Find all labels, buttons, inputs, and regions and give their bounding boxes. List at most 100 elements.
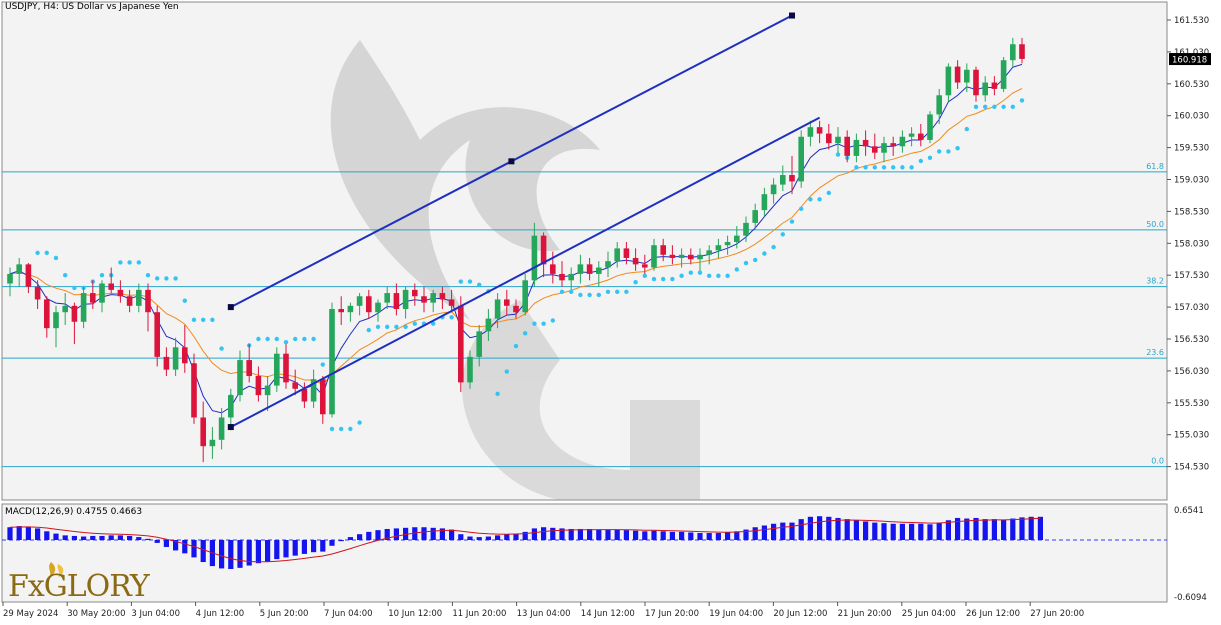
macd-histogram-bar [596, 529, 602, 540]
price-tick-label: 156.030 [1174, 367, 1209, 377]
macd-histogram-bar [936, 522, 942, 540]
price-tick-label: 161.530 [1174, 16, 1209, 26]
sar-dot [817, 197, 822, 202]
channel-anchor-handle[interactable] [508, 158, 515, 165]
macd-histogram-bar [485, 536, 491, 540]
macd-histogram-bar [53, 533, 59, 540]
macd-histogram-bar [329, 540, 335, 546]
time-tick-label: 3 Jun 04:00 [131, 609, 180, 619]
bullish-candle [136, 289, 142, 306]
sar-dot [909, 165, 914, 170]
macd-histogram-bar [789, 522, 795, 540]
bullish-candle [964, 69, 970, 83]
macd-histogram-bar [163, 540, 169, 547]
bearish-candle [458, 305, 464, 383]
svg-text:FxGLORY: FxGLORY [8, 569, 151, 600]
bearish-candle [890, 143, 896, 147]
macd-histogram-bar [587, 528, 593, 540]
bullish-candle [899, 136, 906, 147]
sar-dot [872, 165, 877, 170]
bearish-candle [789, 175, 795, 182]
time-tick-label: 27 Jun 20:00 [1030, 609, 1084, 619]
bearish-candle [826, 133, 832, 144]
macd-histogram-bar [550, 527, 556, 540]
macd-histogram-bar [964, 518, 970, 540]
macd-histogram-bar [421, 527, 427, 540]
macd-histogram-bar [191, 540, 197, 558]
macd-histogram-bar [835, 517, 841, 540]
bearish-candle [504, 299, 510, 306]
macd-histogram-bar [182, 540, 188, 554]
bullish-candle [53, 312, 59, 329]
sar-dot [191, 317, 197, 323]
macd-histogram-bar [541, 527, 547, 540]
macd-histogram-bar [1001, 519, 1007, 540]
sar-dot [946, 149, 951, 154]
bearish-candle [586, 264, 593, 274]
macd-indicator [2, 516, 1167, 569]
channel-anchor-handle[interactable] [789, 12, 795, 19]
bearish-candle [145, 289, 151, 313]
macd-histogram-bar [347, 537, 353, 540]
bearish-candle [182, 347, 188, 364]
price-tick-label: 161.030 [1174, 48, 1209, 58]
bullish-candle [908, 133, 915, 137]
bearish-candle [191, 363, 197, 418]
bearish-candle [44, 299, 50, 329]
bullish-candle [494, 299, 501, 319]
bullish-candle [274, 353, 280, 386]
macd-histogram-bar [90, 535, 96, 540]
sar-dot [1010, 104, 1015, 109]
bullish-candle [7, 273, 13, 284]
bullish-candle [264, 385, 271, 396]
bullish-candle [209, 439, 216, 447]
sar-dot [753, 257, 758, 263]
bullish-candle [62, 305, 68, 313]
sar-dot [256, 336, 261, 342]
sar-dot [458, 279, 463, 284]
bullish-candle [522, 280, 528, 313]
macd-histogram-bar [384, 528, 390, 540]
macd-histogram-bar [1019, 517, 1025, 540]
channel-anchor-handle[interactable] [227, 304, 234, 311]
macd-histogram-bar [25, 526, 31, 540]
sar-dot [136, 260, 141, 265]
price-tick-label: 157.030 [1174, 303, 1209, 313]
sar-dot [375, 324, 381, 330]
macd-histogram-bar [890, 523, 896, 540]
macd-histogram-bar [292, 540, 298, 556]
sar-dot [145, 273, 151, 278]
time-tick-label: 20 Jun 12:00 [773, 609, 827, 619]
bullish-candle [605, 261, 611, 268]
macd-histogram-bar [145, 538, 151, 540]
macd-histogram-bar [62, 535, 68, 540]
bullish-candle [715, 245, 722, 251]
macd-histogram-bar [338, 540, 344, 542]
channel-lower-line[interactable] [230, 116, 821, 428]
sar-dot [596, 292, 601, 298]
bullish-candle [614, 248, 620, 262]
sar-dot [357, 420, 362, 425]
macd-histogram-bar [945, 520, 951, 540]
bullish-candle [99, 283, 105, 303]
time-tick-label: 19 Jun 04:00 [709, 609, 763, 619]
macd-histogram-bar [228, 540, 234, 569]
macd-histogram-bar [725, 532, 731, 540]
macd-histogram-bar [688, 532, 694, 540]
bullish-candle [927, 114, 933, 140]
macd-histogram-bar [577, 528, 583, 540]
price-pane [1, 1, 1168, 501]
bearish-candle [973, 69, 979, 96]
macd-histogram-bar [136, 537, 142, 540]
bearish-candle [632, 257, 639, 265]
macd-histogram-bar [274, 540, 280, 560]
channel-anchor-handle[interactable] [227, 424, 234, 431]
macd-histogram-bar [71, 535, 77, 540]
sar-dot [661, 276, 666, 282]
sar-dot [651, 276, 657, 282]
trend-channel[interactable] [227, 12, 821, 431]
bullish-candle [80, 293, 87, 322]
bullish-candle [770, 184, 777, 195]
price-tick-label: 156.530 [1174, 335, 1209, 345]
